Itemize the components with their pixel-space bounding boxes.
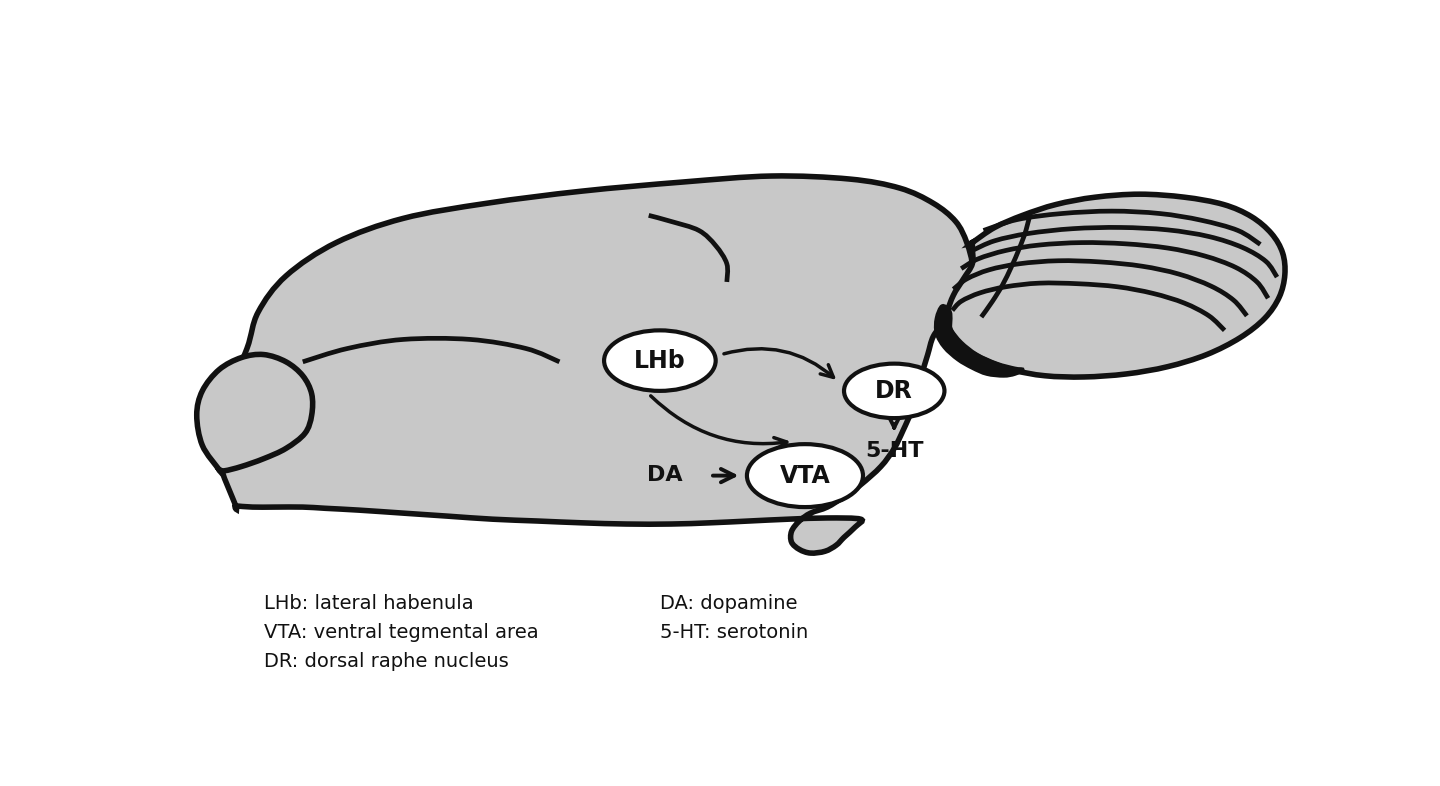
Text: DA: DA xyxy=(647,465,683,485)
PathPatch shape xyxy=(936,306,1022,376)
Text: DR: DR xyxy=(876,379,913,403)
Text: 5-HT: serotonin: 5-HT: serotonin xyxy=(660,623,808,641)
Text: VTA: ventral tegmental area: VTA: ventral tegmental area xyxy=(264,623,539,641)
Circle shape xyxy=(747,444,863,507)
Text: VTA: VTA xyxy=(779,464,831,487)
Text: LHb: LHb xyxy=(634,349,685,373)
Circle shape xyxy=(844,364,945,418)
Text: LHb: lateral habenula: LHb: lateral habenula xyxy=(264,593,474,612)
Text: DA: dopamine: DA: dopamine xyxy=(660,593,798,612)
PathPatch shape xyxy=(219,176,972,553)
PathPatch shape xyxy=(197,354,312,472)
PathPatch shape xyxy=(948,194,1284,377)
Circle shape xyxy=(605,330,716,391)
Text: 5-HT: 5-HT xyxy=(865,440,923,461)
Text: DR: dorsal raphe nucleus: DR: dorsal raphe nucleus xyxy=(264,652,508,670)
